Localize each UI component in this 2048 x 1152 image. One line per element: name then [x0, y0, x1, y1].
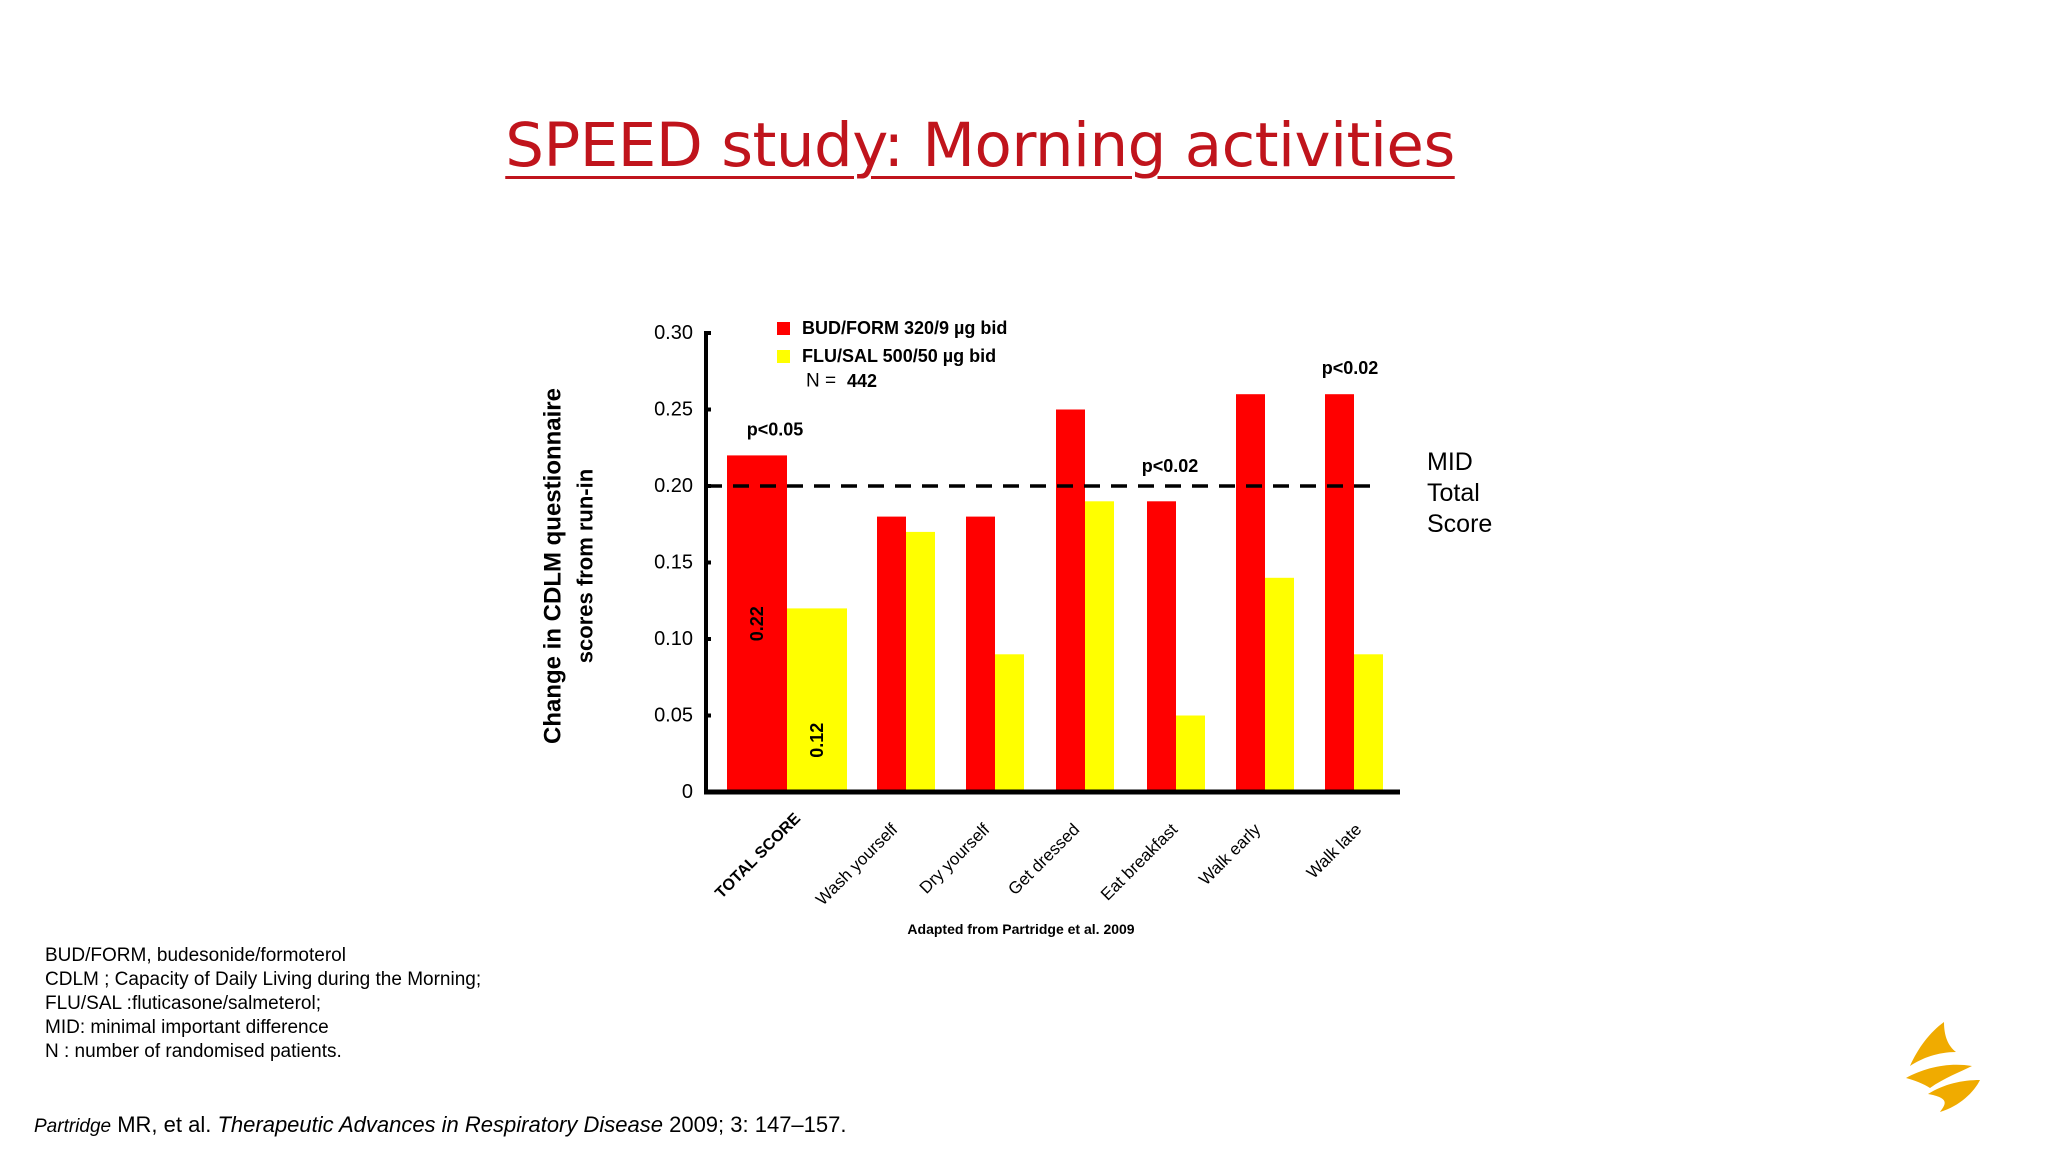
mid-total-score-label: MID Total Score	[1427, 447, 1492, 540]
p-value-annotation: p<0.02	[1142, 456, 1199, 476]
slide-title: SPEED study: Morning activities	[505, 110, 1455, 181]
y-axis-title-line-1: Change in CDLM questionnaire	[540, 388, 567, 744]
legend-swatch	[777, 322, 790, 335]
bar-chart: 0.22 0.12 0 0.05 0.10 0.15 0.20 0.25 0.30 Change …	[540, 318, 1400, 937]
footnote-line: N : number of randomised patients.	[45, 1041, 342, 1062]
bar-bud-form	[1236, 394, 1265, 792]
footnote-line: FLU/SAL :fluticasone/salmeterol;	[45, 993, 321, 1014]
reference-journal: Therapeutic Advances in Respiratory Dise…	[217, 1112, 663, 1137]
bar-bud-form	[1147, 501, 1176, 792]
bar-flu-sal	[906, 531, 935, 792]
bar-flu-sal	[1085, 501, 1114, 792]
bar-value-label: 0.12	[807, 723, 827, 758]
bar-flu-sal	[995, 654, 1024, 792]
p-value-annotation: p<0.05	[747, 419, 804, 439]
reference-authors-rest: MR, et al.	[111, 1112, 218, 1137]
x-category-label: TOTAL SCORE	[712, 810, 804, 902]
bar-flu-sal	[1176, 715, 1205, 792]
bar-bud-form	[1325, 394, 1354, 792]
bar-bud-form	[1056, 409, 1085, 792]
mid-label-line-2: Total	[1427, 479, 1480, 507]
y-tick-label: 0.20	[654, 475, 693, 497]
n-label: N =	[806, 371, 836, 392]
x-category-label: Eat breakfast	[1097, 820, 1181, 904]
bar-bud-form	[966, 516, 995, 792]
footnote-line: CDLM ; Capacity of Daily Living during t…	[45, 969, 482, 990]
reference-author: Partridge	[34, 1116, 112, 1137]
bar-flu-sal	[1265, 577, 1294, 792]
x-category-label: Walk early	[1195, 820, 1264, 889]
y-tick-label: 0.25	[654, 399, 693, 421]
footnote-line: MID: minimal important difference	[45, 1017, 329, 1038]
x-category-label: Walk late	[1303, 820, 1365, 882]
company-logo-icon	[1906, 1022, 1980, 1112]
footnote-line: BUD/FORM, budesonide/formoterol	[45, 945, 346, 966]
y-tick-label: 0.05	[654, 705, 693, 727]
x-category-label: Wash yourself	[812, 820, 901, 909]
y-axis-title-line-2: scores from run-in	[573, 469, 598, 663]
legend-label: FLU/SAL 500/50 µg bid	[802, 346, 996, 366]
citation-reference: Partridge MR, et al. Therapeutic Advance…	[34, 1112, 846, 1138]
bar-bud-form	[877, 516, 906, 792]
reference-volume: 2009; 3: 147–157.	[662, 1112, 847, 1137]
mid-label-line-1: MID	[1427, 448, 1473, 476]
mid-label-line-3: Score	[1427, 510, 1493, 538]
bar-value-label: 0.22	[747, 606, 767, 641]
abbreviations-footnotes: BUD/FORM, budesonide/formoterol CDLM ; C…	[45, 944, 481, 1064]
legend-label: BUD/FORM 320/9 µg bid	[802, 318, 1007, 338]
n-value: 442	[847, 371, 877, 391]
x-category-label: Dry yourself	[916, 820, 994, 898]
bar-bud-form	[727, 455, 787, 792]
bar-flu-sal	[1354, 654, 1383, 792]
p-value-annotation: p<0.02	[1322, 358, 1379, 378]
bar-flu-sal	[787, 608, 847, 792]
x-category-label: Get dressed	[1004, 820, 1083, 899]
y-tick-label: 0.10	[654, 628, 693, 650]
y-tick-label: 0.15	[654, 552, 693, 574]
legend-swatch	[777, 350, 790, 363]
y-tick-label: 0	[682, 781, 693, 803]
y-tick-label: 0.30	[654, 322, 693, 344]
chart-source-note: Adapted from Partridge et al. 2009	[907, 921, 1134, 937]
